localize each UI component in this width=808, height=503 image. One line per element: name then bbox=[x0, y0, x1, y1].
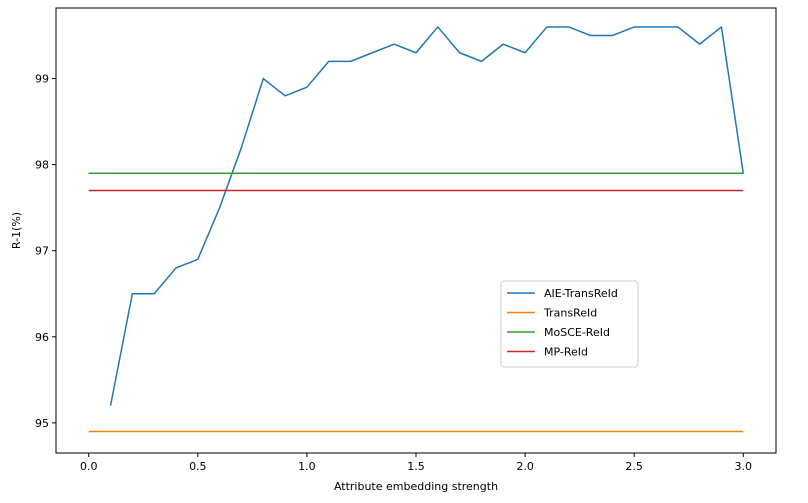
y-tick-label: 95 bbox=[35, 417, 49, 430]
x-tick-label: 2.0 bbox=[516, 460, 534, 473]
legend-label-aie-transreid: AIE-TransReId bbox=[544, 287, 618, 300]
x-tick-label: 2.5 bbox=[625, 460, 643, 473]
legend-label-mp-reid: MP-ReId bbox=[544, 346, 588, 359]
y-tick-label: 97 bbox=[35, 245, 49, 258]
x-axis: 0.0 0.5 1.0 1.5 2.0 2.5 3.0 bbox=[80, 453, 752, 473]
legend-label-mosce-reid: MoSCE-ReId bbox=[544, 326, 610, 339]
y-tick-label: 99 bbox=[35, 73, 49, 86]
x-tick-label: 3.0 bbox=[735, 460, 753, 473]
legend-box bbox=[500, 280, 639, 368]
x-tick-label: 0.0 bbox=[80, 460, 98, 473]
y-tick-label: 96 bbox=[35, 331, 49, 344]
y-tick-label: 98 bbox=[35, 159, 49, 172]
x-axis-label: Attribute embedding strength bbox=[334, 480, 498, 493]
series-layer bbox=[88, 26, 745, 433]
legend-label-transreid: TransReId bbox=[543, 307, 597, 320]
plot-frame bbox=[55, 7, 777, 454]
x-tick-label: 0.5 bbox=[189, 460, 207, 473]
series-line-aie-transreid bbox=[109, 26, 745, 406]
y-axis-label: R-1(%) bbox=[10, 212, 23, 249]
y-axis: 95 96 97 98 99 bbox=[35, 73, 56, 430]
x-tick-label: 1.5 bbox=[407, 460, 425, 473]
x-tick-label: 1.0 bbox=[298, 460, 316, 473]
legend: AIE-TransReId TransReId MoSCE-ReId MP-ReId bbox=[500, 280, 639, 368]
